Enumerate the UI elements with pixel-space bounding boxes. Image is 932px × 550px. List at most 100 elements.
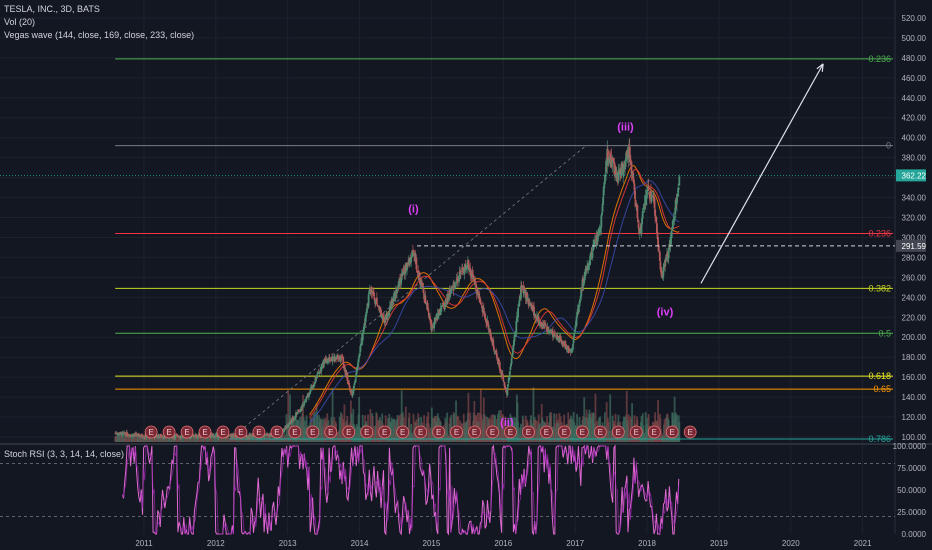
candle-body [211,434,214,436]
earnings-badge [665,425,679,439]
candle-body [346,373,349,381]
earnings-badge-label: E [238,428,243,437]
candle-body [426,303,428,306]
time-tick-label: 2014 [351,539,369,548]
candle-body [513,334,516,342]
volume-bar [484,416,487,442]
vegas-line [309,180,680,423]
candle-body [245,435,248,438]
volume-bar [126,433,129,442]
earnings-badge-label: E [148,428,153,437]
candle-body [580,287,583,297]
candle-body [478,296,481,302]
candle-body [299,411,301,412]
candle-body [130,434,133,436]
price-tick-label: 120.00 [902,413,927,422]
candle-body [524,290,527,292]
candle-body [495,351,498,355]
candle-body [592,243,595,246]
candle-body [469,268,472,270]
candle-body [499,369,502,372]
marked-price-text: 291.59 [902,242,927,251]
candle-body [116,433,118,435]
candle-body [515,316,518,321]
candle-body [263,434,266,437]
candle-body [195,434,198,438]
candle-body [628,146,631,157]
candle-body [334,357,337,359]
volume-bar [431,418,434,442]
candle-body [355,372,358,378]
price-tick-label: 140.00 [902,393,927,402]
candle-body [449,289,452,295]
projection-arrow [700,63,824,284]
candle-body [677,187,680,190]
volume-bar [408,412,411,442]
candle-body [629,155,632,163]
volume-bar [249,434,252,442]
symbol-legend[interactable]: TESLA, INC., 3D, BATS [4,4,100,14]
candle-body [136,434,139,436]
candle-body [440,305,443,308]
candle-body [393,293,395,302]
candle-body [131,434,134,436]
volume-bar [339,412,342,442]
candle-body [495,353,498,358]
volume-bar [550,412,553,442]
candle-body [580,288,583,289]
candle-body [530,305,532,307]
candle-body [314,376,317,383]
fib-level-label: 0.786 [868,434,891,444]
candle-body [494,351,496,353]
candle-body [443,303,446,307]
candle-body [570,348,573,353]
candle-body [233,434,235,436]
candle-body [192,435,195,437]
candle-body [443,305,446,308]
candle-body [309,392,312,393]
candle-body [312,385,315,388]
candle-body [511,356,514,358]
candle-body [123,432,126,434]
vegas-legend[interactable]: Vegas wave (144, close, 169, close, 233,… [4,30,195,40]
candle-body [612,157,615,161]
volume-bar [469,412,472,442]
candle-body [370,286,373,293]
earnings-badge [557,425,571,439]
candle-body [529,303,532,306]
candle-body [668,244,671,250]
time-tick-label: 2020 [782,539,800,548]
candle-body [579,295,582,299]
candle-body [547,330,550,333]
time-tick-label: 2017 [566,539,584,548]
candle-body [134,433,137,435]
volume-bar [664,418,667,442]
wave-label: (iv) [657,306,674,318]
candle-body [665,256,668,260]
time-tick-label: 2013 [279,539,297,548]
candle-body [465,267,467,270]
price-tick-label: 180.00 [902,353,927,362]
time-tick-label: 2018 [638,539,656,548]
candle-body [632,179,635,183]
candle-body [589,252,592,260]
candle-body [305,399,307,401]
candle-body [492,339,495,347]
candle-body [359,346,362,353]
candle-body [598,229,600,232]
candle-body [472,274,475,281]
candle-body [557,337,560,340]
candle-body [381,313,384,316]
earnings-badge-label: E [202,428,207,437]
candle-body [656,232,659,239]
candle-body [579,299,581,303]
earnings-badge [234,425,248,439]
candle-body [502,376,505,382]
candle-body [339,355,342,361]
stoch-legend[interactable]: Stoch RSI (3, 3, 14, 14, close) [4,449,125,459]
candle-body [289,421,292,423]
volume-legend[interactable]: Vol (20) [4,17,36,27]
price-tick-label: 440.00 [902,94,927,103]
candle-body [506,387,509,396]
